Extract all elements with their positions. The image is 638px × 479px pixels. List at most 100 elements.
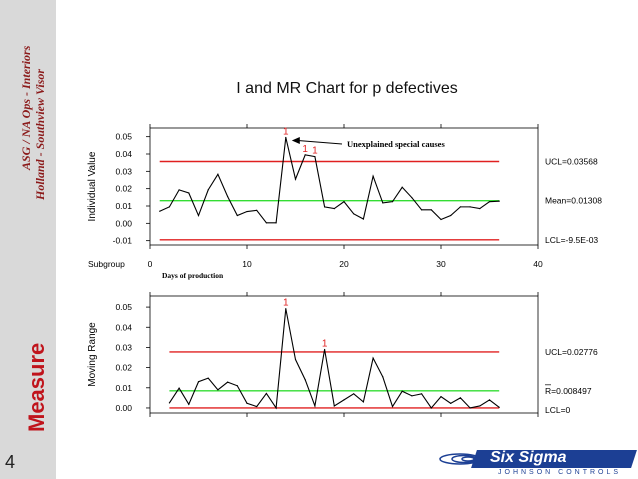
logo-text: Six Sigma [490, 449, 567, 466]
i-chart-point [411, 197, 413, 199]
i-chart-point [450, 214, 452, 217]
mr-chart-ytick-label: 0.02 [115, 363, 132, 373]
i-chart-ytick-label: 0.00 [115, 218, 132, 228]
six-sigma-logo: Six Sigma JOHNSON CONTROLS [438, 448, 637, 478]
page-number: 4 [5, 452, 16, 472]
x-axis-label: Days of production [162, 271, 224, 280]
mr-chart-mean-label: R=0.008497 [545, 386, 592, 396]
mr-chart-ytick-label: 0.04 [115, 322, 132, 332]
mr-chart-point [314, 405, 316, 407]
i-chart-point [168, 206, 170, 208]
mr-chart-point [343, 399, 345, 401]
i-chart-point [469, 206, 471, 208]
mr-chart-series-line [168, 308, 500, 410]
mr-chart-point [469, 407, 471, 409]
mr-chart-ucl-label: UCL=0.02776 [545, 347, 598, 357]
mr-chart-point [197, 381, 200, 383]
i-chart-ytick-label: -0.01 [113, 236, 133, 246]
i-chart-point [304, 154, 306, 156]
mr-chart-point [207, 377, 209, 379]
i-chart-point [333, 208, 335, 210]
mr-chart-point [178, 387, 180, 389]
i-chart-ytick-label: 0.04 [115, 149, 132, 159]
mr-chart-point [459, 397, 461, 399]
i-chart-point [343, 201, 345, 203]
mr-chart-point [333, 405, 335, 407]
mr-chart-point [430, 407, 432, 409]
mr-chart-lcl-label: LCL=0 [545, 405, 571, 415]
mr-chart-ylabel: Moving Range [87, 322, 98, 387]
mr-chart-point [479, 405, 481, 407]
i-chart-signal-marker: 1 [312, 146, 318, 157]
i-chart-point [236, 214, 238, 217]
i-chart-point [498, 200, 500, 202]
mr-chart-point [440, 396, 442, 398]
i-chart-point [372, 175, 374, 177]
i-chart-point [178, 189, 180, 191]
i-chart-point [256, 209, 258, 211]
i-chart-point [401, 186, 403, 188]
i-chart-ytick-label: 0.02 [115, 184, 132, 194]
mr-chart-point [188, 403, 190, 405]
i-chart-ytick-label: 0.05 [115, 132, 132, 142]
mr-chart-ytick-label: 0.00 [115, 403, 132, 413]
mr-chart-point [488, 399, 491, 401]
i-chart-point [227, 195, 229, 198]
i-chart-point [246, 210, 248, 213]
mr-chart-point [498, 406, 500, 408]
i-chart-point [265, 222, 267, 224]
i-chart-point [324, 206, 326, 208]
i-chart-point [440, 218, 442, 221]
i-chart-point [488, 201, 491, 203]
i-chart-xtick-label: 20 [339, 259, 349, 269]
mr-chart-point [304, 379, 306, 381]
mr-chart-point [227, 381, 229, 383]
i-chart-point [459, 206, 461, 208]
i-chart-point [353, 213, 355, 215]
i-chart-xtick-label: 0 [148, 259, 153, 269]
i-chart-point [314, 156, 316, 158]
annotation-text: Unexplained special causes [347, 139, 445, 149]
i-chart-xtick-label: 30 [436, 259, 446, 269]
mr-chart-point [275, 407, 277, 409]
i-chart-series-line [159, 137, 500, 224]
i-chart-xtick-label: 10 [242, 259, 252, 269]
i-chart-ylabel: Individual Value [87, 151, 98, 221]
mr-chart-point [324, 348, 326, 351]
annotation-arrow-line [297, 140, 343, 145]
logo-subtext: JOHNSON CONTROLS [498, 469, 622, 476]
mr-chart-point [285, 308, 287, 310]
i-chart-ytick-label: 0.03 [115, 166, 132, 176]
i-chart-point [207, 189, 209, 191]
i-chart-point [159, 210, 161, 212]
mr-chart-point [382, 376, 384, 378]
i-chart-point [188, 192, 190, 194]
i-chart-point [362, 218, 364, 220]
i-chart-mean-label: Mean=0.01308 [545, 196, 602, 206]
mr-chart-point [256, 405, 258, 408]
i-chart-xtick-label: 40 [533, 259, 543, 269]
mr-chart-point [236, 385, 238, 387]
i-chart-point [197, 214, 200, 217]
mr-chart-point [353, 393, 355, 395]
i-chart-lcl-label: LCL=-9.5E-03 [545, 235, 598, 245]
mr-chart-ytick-label: 0.03 [115, 342, 132, 352]
i-chart-point [382, 202, 384, 204]
i-chart-point [391, 201, 394, 203]
i-chart-point [275, 222, 277, 224]
mr-chart-signal-marker: 1 [283, 298, 289, 309]
i-chart-point [430, 209, 432, 211]
mr-chart-frame [149, 295, 539, 414]
i-chart-point [421, 209, 423, 211]
mr-chart-point [421, 393, 423, 395]
mr-chart-point [265, 392, 267, 395]
i-chart-point [294, 178, 297, 180]
mr-chart-point [362, 401, 364, 403]
mr-chart-ytick-label: 0.01 [115, 383, 132, 393]
i-chart-signal-marker: 1 [302, 144, 308, 155]
i-chart-frame [149, 127, 539, 246]
i-chart-ytick-label: 0.01 [115, 201, 132, 211]
mr-chart-point [391, 405, 394, 408]
mr-chart-point [294, 358, 297, 361]
